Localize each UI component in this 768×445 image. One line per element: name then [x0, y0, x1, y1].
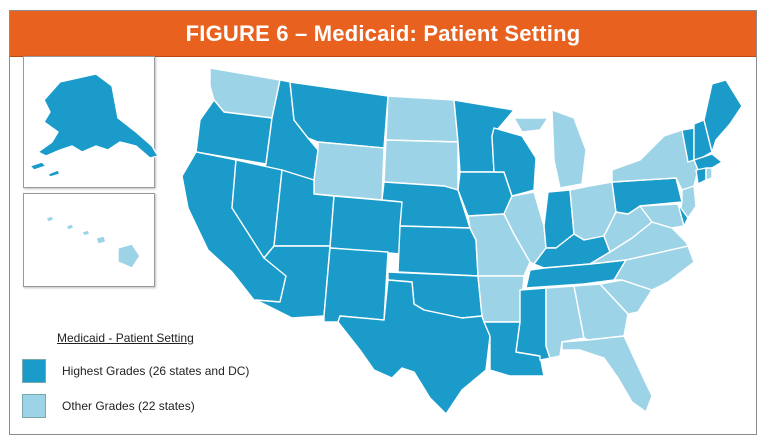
legend-swatch-other — [22, 394, 46, 418]
hawaii-inset — [23, 193, 155, 287]
legend-label-other: Other Grades (22 states) — [62, 399, 195, 413]
legend-label-highest: Highest Grades (26 states and DC) — [62, 364, 250, 378]
state-nd — [385, 95, 459, 143]
state-tx — [337, 279, 491, 415]
state-nm — [323, 247, 389, 323]
state-hi — [45, 215, 141, 269]
state-ak — [37, 73, 159, 159]
state-ma — [693, 153, 723, 171]
state-de — [677, 203, 689, 227]
state-mi — [513, 109, 587, 189]
legend-item-other: Other Grades (22 states) — [22, 394, 195, 418]
state-ar — [477, 275, 525, 323]
legend-swatch-highest — [22, 359, 46, 383]
state-ny — [611, 127, 699, 191]
title-bar: FIGURE 6 – Medicaid: Patient Setting — [10, 11, 756, 57]
state-wy — [313, 141, 385, 201]
state-md — [639, 203, 685, 229]
state-ct — [695, 167, 707, 185]
state-co — [329, 195, 405, 255]
state-fl — [561, 335, 653, 413]
figure-title: FIGURE 6 – Medicaid: Patient Setting — [185, 20, 581, 46]
legend-item-highest: Highest Grades (26 states and DC) — [22, 359, 249, 383]
state-me — [703, 79, 743, 153]
state-ms — [515, 287, 551, 361]
state-ak-islands — [29, 161, 61, 178]
state-ri — [705, 167, 713, 181]
legend-title: Medicaid - Patient Setting — [57, 331, 194, 345]
state-ia — [457, 171, 513, 217]
state-ks — [397, 225, 479, 277]
